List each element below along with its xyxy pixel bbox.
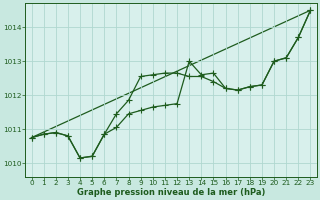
X-axis label: Graphe pression niveau de la mer (hPa): Graphe pression niveau de la mer (hPa): [77, 188, 265, 197]
